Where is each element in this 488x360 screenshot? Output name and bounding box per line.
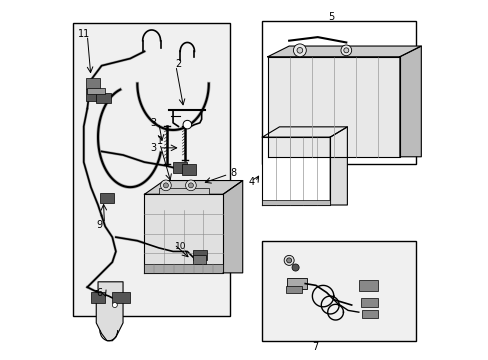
Bar xyxy=(362,310,378,318)
Text: 9: 9 xyxy=(96,220,102,230)
Bar xyxy=(85,89,102,102)
Bar xyxy=(358,280,378,291)
Bar xyxy=(262,200,329,205)
Text: 7: 7 xyxy=(312,342,318,352)
Text: 1: 1 xyxy=(157,136,163,147)
Bar xyxy=(100,193,114,203)
Polygon shape xyxy=(96,282,123,341)
Circle shape xyxy=(286,258,291,263)
Polygon shape xyxy=(267,46,421,57)
Circle shape xyxy=(183,120,191,129)
Circle shape xyxy=(291,264,299,271)
Polygon shape xyxy=(262,137,329,205)
Bar xyxy=(285,286,301,293)
Text: 4: 4 xyxy=(247,177,254,187)
Polygon shape xyxy=(144,180,242,194)
Bar xyxy=(91,292,105,303)
Bar xyxy=(159,188,208,194)
Bar xyxy=(262,241,415,341)
Bar xyxy=(112,292,130,303)
Text: 11: 11 xyxy=(78,28,90,39)
Circle shape xyxy=(188,183,193,188)
Bar xyxy=(85,78,100,89)
Text: 6: 6 xyxy=(96,288,102,297)
Circle shape xyxy=(340,45,351,56)
Circle shape xyxy=(185,180,196,191)
Bar xyxy=(360,298,378,307)
Circle shape xyxy=(343,48,348,53)
Polygon shape xyxy=(329,127,346,205)
Text: 3: 3 xyxy=(149,118,156,128)
Bar xyxy=(87,88,105,94)
Circle shape xyxy=(293,44,305,57)
Circle shape xyxy=(284,255,294,265)
Circle shape xyxy=(112,302,117,307)
Polygon shape xyxy=(267,57,399,157)
Text: 5: 5 xyxy=(328,13,334,22)
Text: 3: 3 xyxy=(149,143,156,153)
Circle shape xyxy=(163,183,168,188)
Bar xyxy=(262,21,415,164)
Bar xyxy=(287,278,306,289)
Text: 10: 10 xyxy=(175,242,186,251)
Circle shape xyxy=(296,48,302,53)
Circle shape xyxy=(160,180,171,191)
Polygon shape xyxy=(144,194,223,273)
Bar xyxy=(192,249,206,260)
Text: 2: 2 xyxy=(175,59,181,69)
Bar xyxy=(192,255,206,264)
Bar xyxy=(144,264,223,273)
Bar xyxy=(73,23,230,316)
Polygon shape xyxy=(399,46,421,157)
Bar xyxy=(182,164,196,175)
Bar xyxy=(96,93,110,103)
Polygon shape xyxy=(223,180,242,273)
Text: 8: 8 xyxy=(230,168,236,178)
Bar xyxy=(173,162,187,173)
